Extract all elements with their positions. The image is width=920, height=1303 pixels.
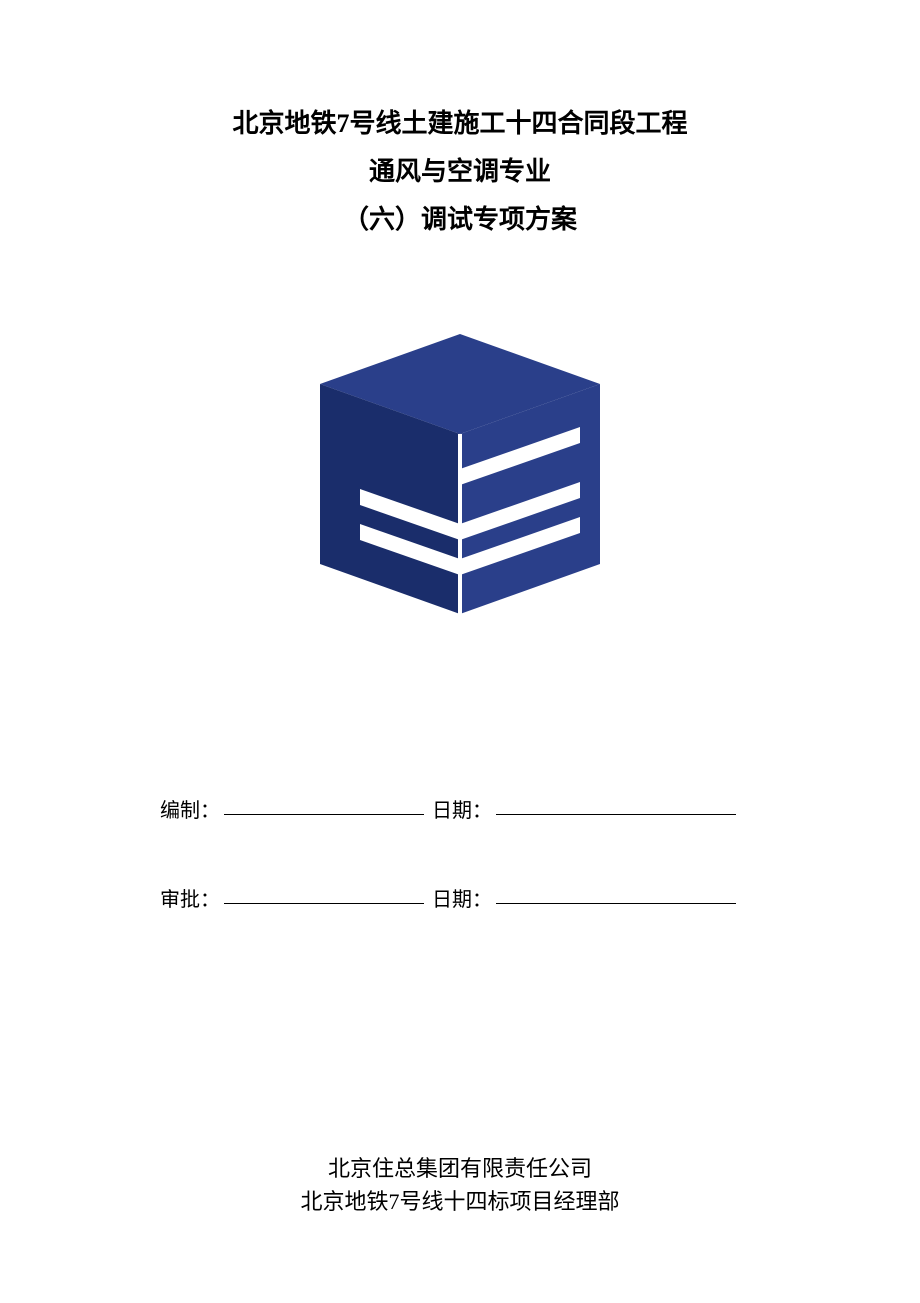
compile-line — [224, 814, 424, 815]
title-line-3: （六）调试专项方案 — [110, 196, 810, 244]
logo-container — [110, 314, 810, 634]
title-block: 北京地铁7号线土建施工十四合同段工程 通风与空调专业 （六）调试专项方案 — [110, 100, 810, 244]
signature-block: 编制： 日期： 审批： 日期： — [110, 794, 810, 972]
approve-date-label: 日期： — [432, 883, 492, 912]
compile-label: 编制： — [160, 794, 220, 823]
signature-row-compile: 编制： 日期： — [160, 794, 810, 823]
footer-block: 北京住总集团有限责任公司 北京地铁7号线十四标项目经理部 — [110, 1152, 810, 1218]
title-line-2: 通风与空调专业 — [110, 148, 810, 196]
compile-date-line — [496, 814, 736, 815]
approve-line — [224, 903, 424, 904]
approve-date-line — [496, 903, 736, 904]
title-line-1: 北京地铁7号线土建施工十四合同段工程 — [110, 100, 810, 148]
footer-line-2: 北京地铁7号线十四标项目经理部 — [110, 1185, 810, 1218]
building-logo-icon — [300, 314, 620, 634]
document-page: 北京地铁7号线土建施工十四合同段工程 通风与空调专业 （六）调试专项方案 编制： — [0, 0, 920, 1303]
footer-line-1: 北京住总集团有限责任公司 — [110, 1152, 810, 1185]
compile-date-label: 日期： — [432, 794, 492, 823]
approve-label: 审批： — [160, 883, 220, 912]
signature-row-approve: 审批： 日期： — [160, 883, 810, 912]
